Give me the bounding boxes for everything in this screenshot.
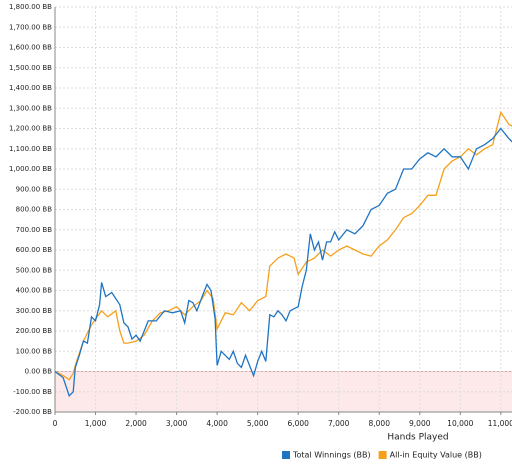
y-tick-label: 700.00 BB (16, 226, 53, 234)
y-tick-label: 1,500.00 BB (9, 64, 52, 72)
x-tick-label: 4,000 (206, 419, 228, 428)
x-tick-label: 8,000 (369, 419, 391, 428)
series-line (54, 110, 512, 381)
x-tick-label: 10,000 (447, 419, 473, 428)
x-tick-label: 9,000 (409, 419, 431, 428)
legend-label: Total Winnings (BB) (292, 451, 371, 460)
y-tick-label: 500.00 BB (16, 266, 53, 274)
y-tick-label: 0.00 BB (25, 368, 53, 376)
y-tick-label: 1,000.00 BB (9, 165, 52, 173)
legend-label: All-in Equity Value (BB) (390, 451, 482, 460)
y-tick-label: 100.00 BB (16, 347, 53, 355)
x-tick-label: 1,000 (85, 419, 107, 428)
y-tick-label: 800.00 BB (16, 206, 53, 214)
y-tick-label: 400.00 BB (16, 287, 53, 295)
x-tick-label: 0 (53, 419, 58, 428)
y-tick-label: 1,100.00 BB (9, 145, 52, 153)
y-tick-label: 300.00 BB (16, 307, 53, 315)
x-tick-label: 6,000 (287, 419, 309, 428)
x-axis-title: Hands Played (387, 433, 448, 443)
y-tick-label: 900.00 BB (16, 185, 53, 193)
x-tick-label: 5,000 (247, 419, 269, 428)
legend-swatch (282, 451, 290, 459)
y-tick-label: 1,700.00 BB (9, 23, 52, 31)
x-tick-label: 11,000 (488, 419, 512, 428)
y-tick-label: 1,600.00 BB (9, 44, 52, 52)
y-tick-label: -200.00 BB (13, 408, 52, 416)
y-tick-label: 200.00 BB (16, 327, 53, 335)
x-tick-label: 3,000 (166, 419, 188, 428)
y-tick-label: 1,400.00 BB (9, 84, 52, 92)
series-line (54, 127, 512, 398)
y-tick-label: 600.00 BB (16, 246, 53, 254)
y-tick-label: 1,800.00 BB (9, 3, 52, 11)
y-tick-label: 1,200.00 BB (9, 125, 52, 133)
legend-swatch (378, 451, 387, 459)
x-tick-label: 2,000 (125, 419, 147, 428)
y-tick-label: -100.00 BB (13, 388, 52, 396)
x-tick-label: 7,000 (328, 419, 350, 428)
y-tick-label: 1,300.00 BB (9, 104, 52, 112)
